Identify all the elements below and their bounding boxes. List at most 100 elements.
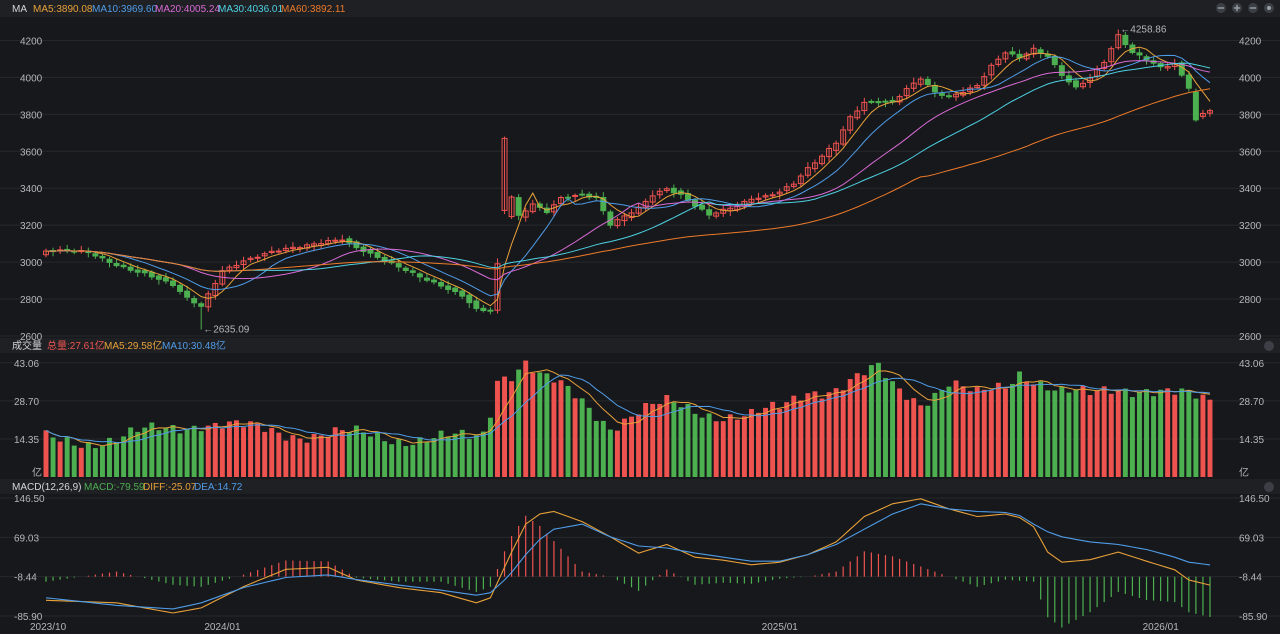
candle — [1122, 31, 1129, 48]
volume-bar — [953, 380, 959, 477]
volume-bar — [191, 425, 197, 477]
candle — [826, 144, 833, 162]
volume-panel-label: 成交量 — [12, 339, 42, 352]
candle-body — [614, 219, 621, 227]
volume-bar — [1010, 383, 1015, 477]
volume-bar — [805, 393, 811, 477]
window-controls — [1216, 3, 1274, 13]
candle-body — [663, 188, 670, 192]
volume-bar — [262, 431, 268, 477]
candle — [522, 207, 529, 222]
candle-body — [1108, 48, 1115, 63]
candle — [452, 285, 459, 295]
candle — [946, 92, 952, 99]
volume-bar — [142, 427, 148, 477]
candle-body — [1037, 49, 1044, 54]
candle-body — [924, 78, 931, 86]
volume-settings-icon[interactable] — [1264, 341, 1274, 351]
candle — [628, 208, 635, 222]
volume-bar — [85, 441, 91, 477]
candle — [85, 247, 92, 258]
volume-bar — [325, 436, 331, 477]
candle — [579, 189, 586, 197]
candle-body — [706, 209, 713, 216]
candle — [1115, 29, 1122, 50]
volume-bar — [593, 420, 599, 477]
volume-bar — [572, 398, 578, 477]
candle — [416, 271, 423, 283]
macd-settings-icon[interactable] — [1264, 482, 1274, 492]
volume-bar — [960, 386, 966, 477]
volume-bar — [509, 381, 515, 477]
candle — [953, 91, 960, 102]
candle — [1037, 47, 1044, 59]
volume-ma10-line — [45, 374, 1211, 444]
candle-body — [275, 250, 282, 253]
volume-bar — [226, 421, 232, 477]
volume-tick-left: 43.06 — [14, 359, 39, 370]
ma60-legend: MA60:3892.11 — [281, 4, 346, 15]
volume-bar — [812, 391, 818, 477]
volume-bar — [445, 436, 451, 477]
candle-body — [1051, 56, 1058, 66]
ma30-legend: MA30:4036.01 — [218, 4, 283, 15]
candle — [1072, 78, 1079, 90]
volume-bar — [1101, 386, 1107, 477]
price-tick-left: 3600 — [20, 147, 43, 158]
volume-total: 总量:27.61亿 — [47, 339, 105, 352]
price-tick-left: 4200 — [20, 36, 43, 47]
candle-body — [1115, 34, 1122, 49]
volume-bar — [911, 398, 917, 477]
candle — [501, 136, 508, 215]
candle-body — [226, 266, 233, 271]
candle — [226, 264, 233, 274]
volume-bar — [487, 417, 493, 477]
candle-body — [170, 280, 176, 287]
candle — [1065, 70, 1072, 86]
volume-bar — [995, 382, 1001, 477]
candle — [649, 190, 656, 206]
x-axis-label: 2026/01 — [1143, 622, 1180, 633]
price-tick-right: 3200 — [1239, 221, 1262, 232]
volume-bar — [135, 431, 141, 477]
volume-bar — [748, 408, 754, 477]
volume-bar — [410, 444, 416, 477]
candle — [423, 273, 430, 283]
candle — [515, 194, 522, 221]
candle-body — [198, 303, 205, 307]
volume-bar — [1158, 389, 1164, 477]
volume-bar — [78, 447, 84, 477]
volume-bar — [770, 401, 776, 477]
volume-bar — [283, 440, 289, 477]
candle-body — [797, 175, 804, 185]
candle — [875, 97, 882, 107]
candle-body — [1185, 74, 1192, 89]
candle — [459, 288, 466, 300]
candle-body — [819, 155, 825, 165]
volume-bar — [1115, 389, 1121, 477]
candle-body — [882, 100, 889, 103]
candle — [1058, 62, 1065, 80]
candle-body — [649, 195, 656, 203]
candle-body — [875, 101, 882, 104]
volume-bar — [819, 398, 825, 477]
candle-body — [811, 162, 818, 170]
candle-body — [847, 116, 854, 131]
candle — [558, 195, 564, 207]
volume-bar — [1108, 393, 1114, 477]
candle-body — [120, 264, 127, 268]
x-axis-label: 2025/01 — [762, 622, 799, 633]
volume-bar — [897, 388, 903, 477]
volume-bar — [840, 390, 846, 477]
candle-body — [1136, 52, 1143, 56]
candle-body — [931, 84, 938, 93]
volume-bar — [734, 419, 740, 477]
price-header-bar — [0, 0, 1280, 17]
candle-body — [501, 137, 508, 211]
volume-bar — [579, 398, 585, 477]
candle — [1157, 61, 1164, 71]
candle-body — [515, 197, 522, 216]
volume-bar — [339, 430, 345, 477]
candle — [177, 282, 184, 295]
candle — [670, 184, 677, 198]
